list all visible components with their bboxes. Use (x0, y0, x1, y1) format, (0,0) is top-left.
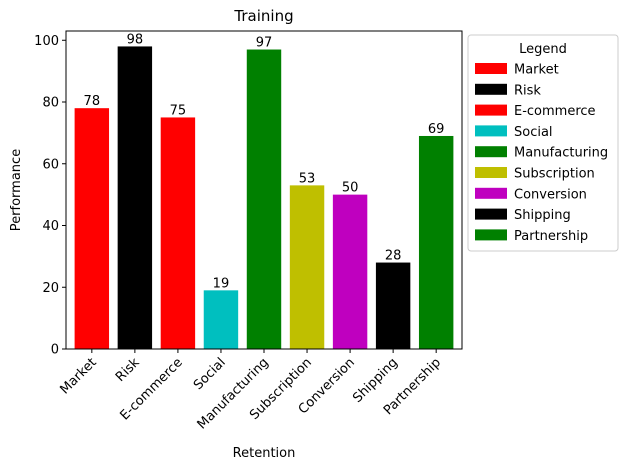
bar-risk (117, 46, 153, 349)
legend-label-conversion: Conversion (514, 187, 587, 202)
legend-label-social: Social (514, 125, 553, 140)
legend-swatch-subscription (475, 167, 507, 178)
legend-swatch-shipping (475, 208, 507, 220)
legend-swatch-market (475, 63, 507, 74)
value-label-subscription: 53 (299, 171, 316, 186)
legend-swatch-manufacturing (475, 146, 507, 158)
bar-market (74, 108, 110, 350)
legend-label-manufacturing: Manufacturing (514, 146, 608, 161)
y-axis: 0 20 40 60 80 100 (34, 34, 66, 358)
value-label-shipping: 28 (385, 249, 402, 264)
bar-social (203, 290, 239, 349)
y-tick-label-60: 60 (42, 157, 59, 172)
x-tick-label-market: Market (57, 355, 99, 397)
legend-title: Legend (519, 42, 567, 57)
bars-layer (74, 46, 454, 350)
value-label-market: 78 (84, 94, 101, 109)
value-label-e-commerce: 75 (170, 103, 187, 118)
legend-swatch-partnership (475, 229, 507, 241)
value-labels-layer: 78 98 75 19 97 53 50 28 69 (84, 32, 445, 291)
y-tick-label-80: 80 (42, 96, 59, 111)
x-tick-label-social: Social (191, 355, 229, 393)
x-tick-label-risk: Risk (113, 355, 143, 385)
legend-swatch-e-commerce (475, 104, 507, 116)
legend-label-subscription: Subscription (514, 167, 595, 182)
bar-partnership (418, 135, 454, 349)
legend-label-partnership: Partnership (514, 229, 588, 244)
value-label-partnership: 69 (428, 122, 445, 137)
y-tick-label-40: 40 (42, 219, 59, 234)
x-axis-label: Retention (233, 446, 296, 461)
value-label-risk: 98 (127, 32, 144, 47)
value-label-manufacturing: 97 (256, 36, 273, 51)
y-tick-label-20: 20 (42, 281, 59, 296)
legend-label-risk: Risk (514, 83, 541, 98)
y-tick-label-100: 100 (34, 34, 59, 49)
legend-label-shipping: Shipping (514, 208, 571, 223)
chart-title: Training (233, 7, 293, 25)
bar-subscription (289, 185, 325, 349)
legend-swatch-conversion (475, 187, 507, 199)
y-axis-label: Performance (9, 149, 24, 231)
legend-entries: Market Risk E-commerce Social Manufacturing S… (475, 63, 608, 244)
legend: Legend Market Risk E-commerce Social Manufac… (467, 34, 619, 252)
bar-manufacturing (246, 49, 282, 350)
legend-label-market: Market (514, 63, 559, 78)
bar-conversion (332, 194, 368, 349)
legend-swatch-risk (475, 83, 507, 95)
legend-swatch-social (475, 125, 507, 137)
legend-label-e-commerce: E-commerce (514, 104, 596, 119)
bar-shipping (375, 262, 411, 349)
value-label-social: 19 (213, 276, 230, 291)
bar-e-commerce (160, 117, 196, 349)
value-label-conversion: 50 (342, 181, 359, 196)
y-tick-label-0: 0 (51, 343, 59, 358)
